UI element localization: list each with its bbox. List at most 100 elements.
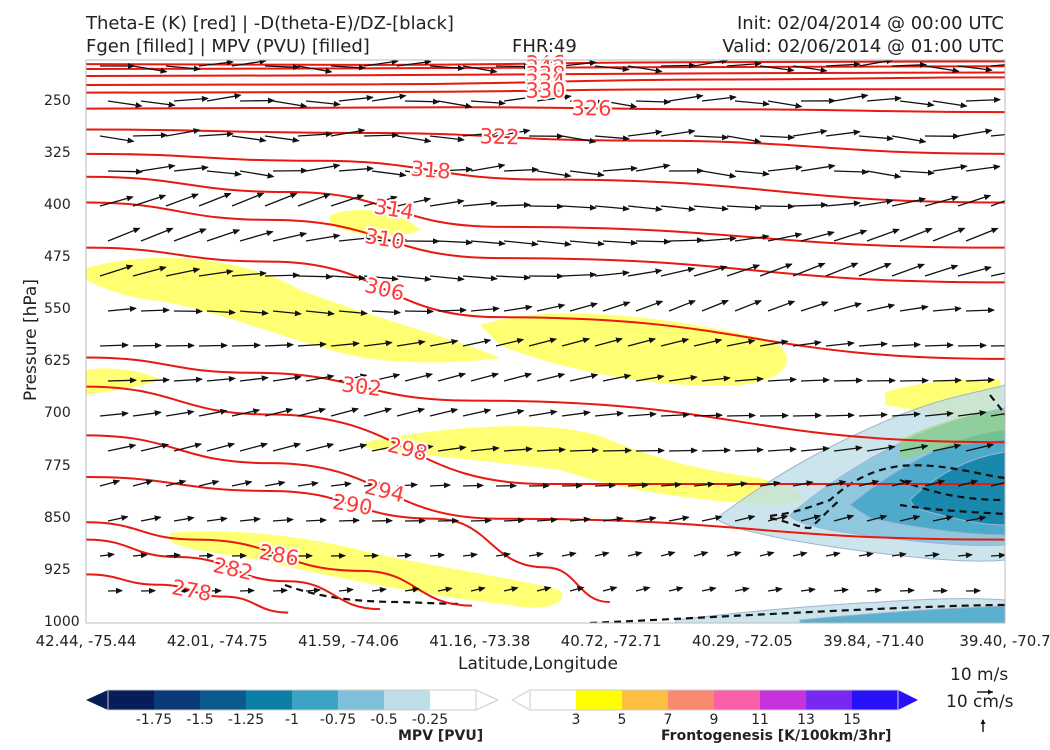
wind-vector (635, 163, 671, 172)
wind-vector (858, 198, 894, 207)
mpv-colorbar-segment (154, 690, 200, 710)
wind-vector (627, 337, 657, 347)
wind-vector (569, 586, 585, 592)
theta-e-contour-label: 318 (410, 157, 452, 184)
theta-e-contour (86, 76, 1005, 87)
wind-vector (239, 587, 255, 594)
wind-vector (107, 227, 141, 242)
dtheta-dz-contour (899, 478, 1005, 502)
wind-vector (528, 551, 544, 558)
wind-vector (866, 95, 902, 102)
y-tick-label: 850 (44, 509, 71, 526)
wind-vector (429, 407, 459, 417)
title-line-2: Fgen [filled] | MPV (PVU) [filled] (86, 36, 370, 57)
wind-vector (990, 552, 1005, 559)
wind-vector (965, 377, 995, 384)
theta-e-contour (86, 152, 1005, 204)
wind-vector (363, 195, 398, 207)
wind-vector (957, 265, 992, 277)
wind-vector (338, 235, 374, 242)
wind-vector (759, 134, 795, 141)
wind-vector (965, 442, 995, 452)
wind-vector (899, 587, 915, 594)
wind-vector (470, 240, 506, 247)
wind-vector (495, 202, 531, 209)
wind-vector (297, 407, 327, 417)
wind-vector (437, 307, 467, 314)
wind-vector (602, 516, 624, 523)
wind-vector (635, 300, 664, 312)
wind-vector (866, 444, 896, 452)
theta-e-contour (86, 538, 381, 611)
wind-vector (635, 238, 671, 245)
theta-e-contour (86, 246, 1005, 360)
wind-vector (899, 514, 921, 522)
wind-vector (561, 482, 583, 489)
theta-e-contour-label: 302 (340, 372, 383, 401)
wind-vector (503, 517, 525, 524)
wind-vector (602, 301, 631, 312)
wind-vector (594, 410, 624, 417)
wind-vector (965, 307, 995, 314)
wind-vector (132, 479, 154, 487)
wind-vector (635, 515, 657, 522)
wind-vector (594, 551, 610, 558)
theta-e-contour-label: 310 (363, 224, 406, 254)
x-tick-label: 41.16, -73.38 (429, 632, 531, 650)
wind-vector (627, 268, 663, 277)
mpv-colorbar-tick: -1.25 (227, 712, 265, 728)
x-tick-label: 41.59, -74.06 (298, 632, 399, 650)
theta-e-contour (86, 201, 1005, 284)
wind-vector (569, 516, 591, 523)
wind-vector (132, 410, 162, 417)
wind-vector (206, 93, 242, 102)
y-tick-label: 925 (44, 561, 71, 578)
wind-vector (932, 377, 962, 384)
y-tick-label: 250 (44, 92, 71, 109)
y-tick-label: 1000 (44, 614, 80, 630)
wind-vector (536, 240, 572, 247)
wind-vector (767, 164, 803, 172)
wind-vector (668, 586, 684, 593)
wind-vector (833, 229, 868, 242)
wind-vector (767, 586, 783, 593)
wind-vector (371, 309, 401, 316)
wind-vector (495, 337, 525, 347)
wind-vector (833, 168, 869, 175)
wind-vector (429, 275, 465, 282)
wind-vector (990, 200, 1005, 207)
wind-vector (701, 515, 723, 522)
wind-vector (503, 166, 539, 173)
wind-vector (495, 128, 531, 137)
mpv-colorbar-segment (108, 690, 154, 710)
wind-vector (371, 236, 407, 243)
wind-vector (693, 60, 729, 67)
wind-vector (957, 65, 993, 73)
wind-vector (396, 552, 412, 559)
wind-vector (396, 135, 432, 144)
wind-vector (338, 373, 368, 382)
mpv-colorbar-label: MPV [PVU] (398, 728, 484, 744)
wind-vector (800, 163, 836, 172)
wind-vector (759, 551, 775, 557)
wind-vector (833, 93, 869, 102)
wind-vector (173, 164, 209, 172)
wind-vector (429, 552, 445, 559)
wind-vector (338, 517, 360, 524)
wind-vector (330, 64, 366, 71)
wind-vector (470, 586, 486, 593)
wind-vector (899, 304, 929, 312)
wind-vector (594, 205, 630, 212)
wind-vector (305, 100, 341, 107)
wind-vector (528, 337, 558, 347)
x-tick-label: 42.44, -75.44 (35, 632, 137, 650)
wind-vector (767, 446, 797, 453)
wind-vector (140, 442, 170, 452)
dtheta-dz-contour (769, 464, 1005, 518)
wind-vector (173, 376, 203, 383)
wind-vector (470, 305, 500, 312)
theta-e-contour-label: 278 (170, 575, 214, 606)
x-tick-label: 39.40, -70.7 (959, 632, 1050, 650)
y-axis-label: Pressure [hPa] (21, 279, 41, 401)
